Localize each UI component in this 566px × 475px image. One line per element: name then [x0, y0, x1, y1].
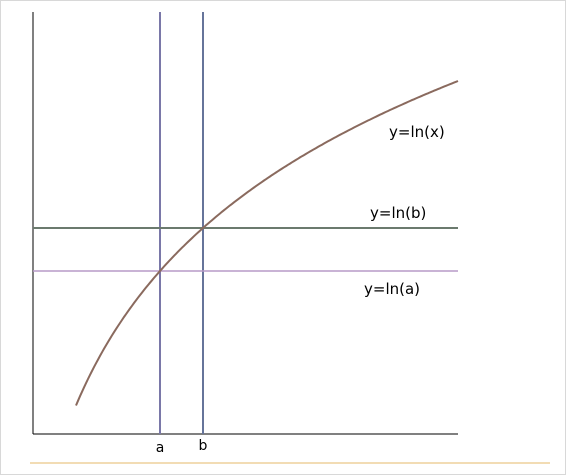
footer-rule: [30, 462, 550, 464]
label-ln-a: y=ln(a): [364, 280, 420, 298]
label-ln-x: y=ln(x): [389, 123, 445, 141]
tick-label-b: b: [199, 438, 208, 454]
ln-curve: [75, 80, 459, 406]
label-ln-b: y=ln(b): [370, 204, 426, 222]
tick-label-a: a: [156, 440, 165, 456]
